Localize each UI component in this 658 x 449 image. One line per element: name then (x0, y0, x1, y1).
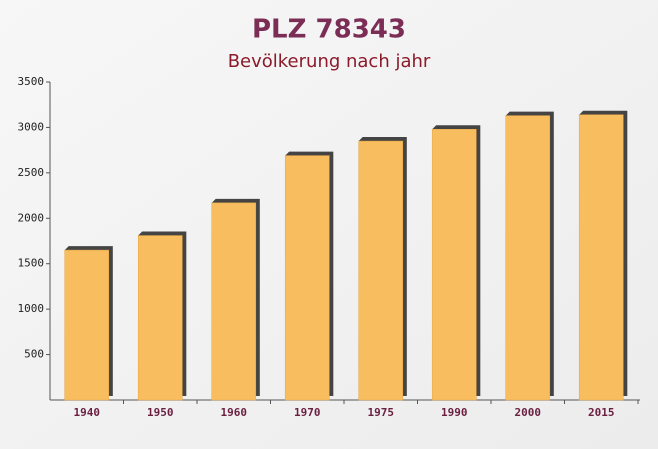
y-tick-label: 3500 (18, 75, 45, 88)
y-tick-label: 500 (24, 348, 44, 361)
y-tick-label: 1500 (18, 257, 45, 270)
x-tick-label: 1960 (221, 406, 248, 419)
chart-subtitle: Bevölkerung nach jahr (228, 51, 431, 72)
x-tick-label: 1990 (441, 406, 468, 419)
y-tick-label: 2500 (18, 166, 45, 179)
x-tick-label: 1970 (294, 406, 321, 419)
bar (431, 128, 477, 401)
x-tick-label: 2000 (515, 406, 542, 419)
bar (358, 140, 404, 401)
bar (211, 202, 257, 401)
x-tick-label: 2015 (588, 406, 615, 419)
bar (64, 249, 110, 401)
y-tick-label: 3000 (18, 120, 45, 133)
x-tick-label: 1940 (74, 406, 101, 419)
chart-title: PLZ 78343 (252, 15, 406, 45)
bar (505, 115, 551, 401)
y-tick-label: 1000 (18, 302, 45, 315)
x-tick-label: 1950 (147, 406, 174, 419)
y-tick-label: 2000 (18, 211, 45, 224)
bar (578, 114, 624, 401)
x-tick-label: 1975 (368, 406, 395, 419)
bar (284, 155, 330, 401)
bar (137, 235, 183, 401)
